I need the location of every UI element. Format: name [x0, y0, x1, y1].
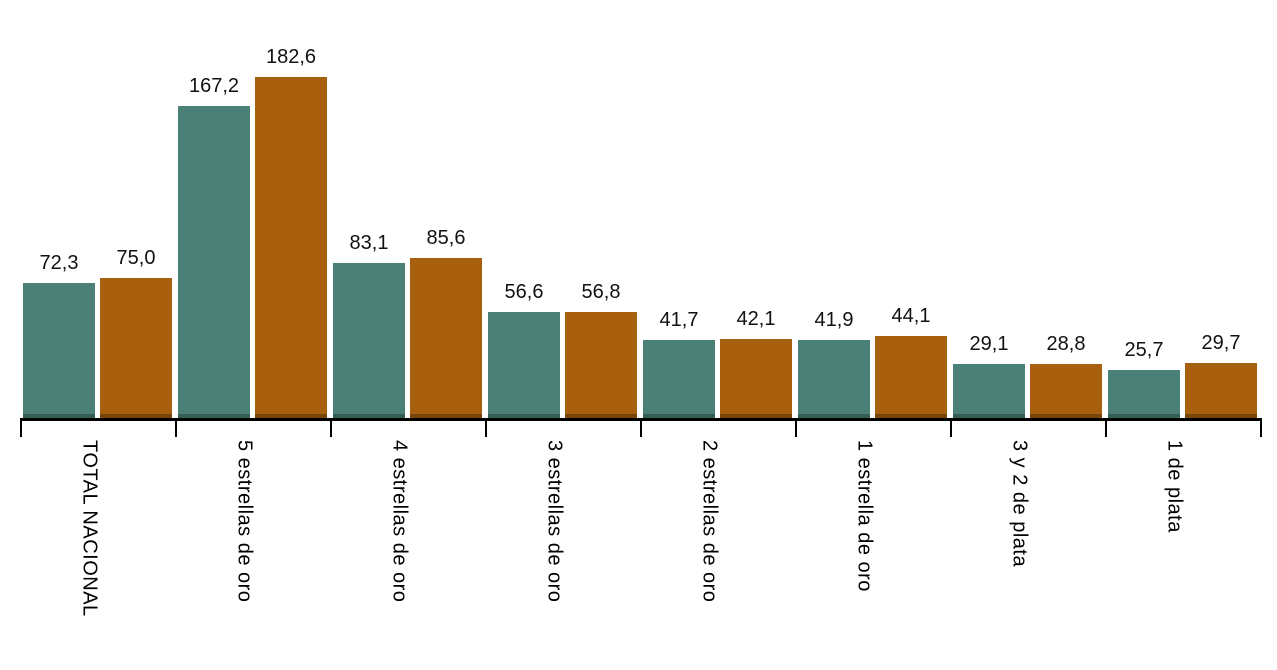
axis-tick — [950, 420, 952, 437]
x-axis-label-1: TOTAL NACIONAL — [78, 440, 101, 617]
bar-bottom-shadow — [410, 414, 482, 418]
bar-serie-2-8 — [1185, 363, 1257, 418]
x-axis-label-2: 5 estrellas de oro — [233, 440, 256, 603]
bar-bottom-shadow — [1108, 414, 1180, 418]
x-axis-label-5: 2 estrellas de oro — [698, 440, 721, 603]
axis-tick — [485, 420, 487, 437]
bar-value-label: 25,7 — [1124, 339, 1164, 361]
bar-value-label: 41,7 — [659, 309, 699, 331]
x-axis-label-7: 3 y 2 de plata — [1008, 440, 1031, 568]
bar-bottom-shadow — [875, 414, 947, 418]
bar-value-label: 85,6 — [426, 227, 466, 249]
bar-value-label: 41,9 — [814, 309, 854, 331]
axis-tick — [1260, 420, 1262, 437]
bar-bottom-shadow — [100, 414, 172, 418]
bar-bottom-shadow — [1030, 414, 1102, 418]
bar-serie-2-3 — [410, 258, 482, 418]
axis-tick — [795, 420, 797, 437]
bar-value-label: 72,3 — [39, 252, 79, 274]
bar-value-label: 182,6 — [265, 46, 317, 68]
bar-serie-2-2 — [255, 77, 327, 418]
bar-bottom-shadow — [953, 414, 1025, 418]
bar-serie-1-2 — [178, 106, 250, 418]
bar-serie-1-7 — [953, 364, 1025, 418]
x-axis-label-4: 3 estrellas de oro — [543, 440, 566, 603]
bar-serie-1-3 — [333, 263, 405, 418]
bar-serie-2-6 — [875, 336, 947, 418]
bar-value-label: 44,1 — [891, 305, 931, 327]
x-axis-label-8: 1 de plata — [1163, 440, 1186, 533]
axis-tick — [20, 420, 22, 437]
axis-tick — [175, 420, 177, 437]
bar-bottom-shadow — [798, 414, 870, 418]
bar-serie-2-1 — [100, 278, 172, 418]
bar-bottom-shadow — [720, 414, 792, 418]
bar-value-label: 56,8 — [581, 281, 621, 303]
bar-serie-2-5 — [720, 339, 792, 418]
bar-serie-1-1 — [23, 283, 95, 418]
bar-serie-1-8 — [1108, 370, 1180, 418]
bar-value-label: 42,1 — [736, 308, 776, 330]
bar-bottom-shadow — [333, 414, 405, 418]
x-axis-label-3: 4 estrellas de oro — [388, 440, 411, 603]
axis-tick — [640, 420, 642, 437]
bar-bottom-shadow — [255, 414, 327, 418]
bar-bottom-shadow — [565, 414, 637, 418]
axis-tick — [330, 420, 332, 437]
bar-value-label: 29,7 — [1201, 332, 1241, 354]
axis-tick — [1105, 420, 1107, 437]
bar-bottom-shadow — [488, 414, 560, 418]
bar-value-label: 29,1 — [969, 333, 1009, 355]
bar-serie-1-4 — [488, 312, 560, 418]
bar-bottom-shadow — [643, 414, 715, 418]
bar-value-label: 167,2 — [188, 75, 240, 97]
bar-value-label: 56,6 — [504, 281, 544, 303]
bar-value-label: 28,8 — [1046, 333, 1086, 355]
bar-bottom-shadow — [23, 414, 95, 418]
bar-bottom-shadow — [1185, 414, 1257, 418]
bar-serie-2-7 — [1030, 364, 1102, 418]
bar-serie-1-6 — [798, 340, 870, 418]
bar-bottom-shadow — [178, 414, 250, 418]
x-axis-label-6: 1 estrella de oro — [853, 440, 876, 592]
bar-serie-2-4 — [565, 312, 637, 418]
bar-value-label: 83,1 — [349, 232, 389, 254]
bar-value-label: 75,0 — [116, 247, 156, 269]
bar-serie-1-5 — [643, 340, 715, 418]
x-axis-line — [20, 418, 1262, 421]
